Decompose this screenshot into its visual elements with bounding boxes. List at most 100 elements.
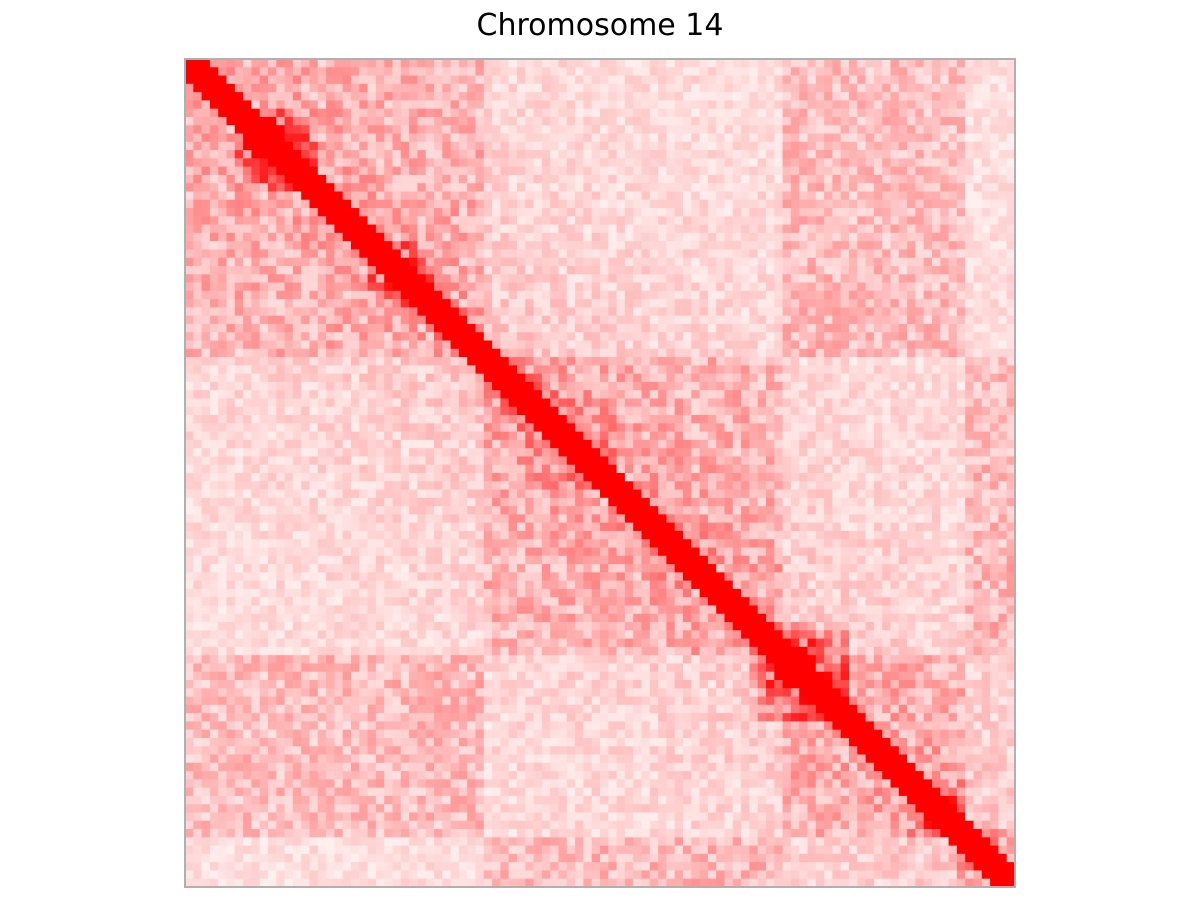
heatmap-cell (815, 299, 825, 308)
heatmap-cell (832, 431, 842, 441)
heatmap-cell (766, 191, 775, 201)
heatmap-cell (367, 183, 377, 192)
heatmap-cell (1006, 423, 1016, 432)
heatmap-cell (824, 431, 833, 441)
heatmap-cell (840, 415, 850, 424)
heatmap-cell (317, 431, 327, 441)
heatmap-cell (566, 365, 576, 375)
heatmap-cell (849, 423, 858, 432)
heatmap-cell (774, 315, 783, 325)
heatmap-cell (475, 232, 485, 242)
heatmap-cell (417, 83, 427, 93)
heatmap-cell (965, 75, 974, 85)
heatmap-cell (600, 232, 609, 242)
heatmap-cell (774, 108, 783, 118)
heatmap-cell (558, 323, 568, 333)
heatmap-cell (732, 448, 742, 457)
heatmap-cell (475, 67, 485, 76)
heatmap-cell (849, 199, 858, 209)
heatmap-cell (658, 315, 667, 325)
heatmap-cell (973, 315, 983, 325)
heatmap-cell (209, 92, 219, 101)
heatmap-cell (741, 75, 750, 85)
heatmap-cell (359, 299, 368, 308)
heatmap-cell (998, 381, 1008, 391)
heatmap-cell (417, 290, 427, 300)
heatmap-cell (782, 456, 792, 466)
heatmap-cell (575, 249, 584, 259)
heatmap-cell (932, 398, 941, 408)
heatmap-cell (409, 133, 418, 143)
heatmap-cell (475, 75, 485, 85)
heatmap-cell (550, 415, 559, 424)
heatmap-cell (475, 290, 485, 300)
heatmap-cell (434, 75, 443, 85)
heatmap-cell (600, 456, 609, 466)
heatmap-cell (359, 323, 368, 333)
heatmap-cell (732, 166, 742, 176)
heatmap-cell (450, 108, 460, 118)
heatmap-cell (500, 390, 510, 399)
heatmap-cell (600, 390, 609, 399)
heatmap-cell (948, 340, 958, 350)
heatmap-cell (990, 340, 999, 350)
heatmap-cell (716, 249, 725, 259)
heatmap-cell (301, 241, 310, 250)
heatmap-cell (882, 365, 891, 375)
heatmap-cell (591, 282, 601, 292)
heatmap-cell (434, 348, 443, 358)
heatmap-cell (541, 92, 551, 101)
heatmap-cell (185, 249, 194, 259)
heatmap-cell (475, 456, 485, 466)
heatmap-cell (956, 464, 966, 474)
heatmap-cell (965, 448, 974, 457)
heatmap-cell (467, 299, 476, 308)
heatmap-cell (890, 448, 900, 457)
heatmap-cell (417, 332, 427, 341)
heatmap-cell (915, 224, 925, 234)
heatmap-cell (517, 67, 526, 76)
heatmap-cell (268, 282, 277, 292)
heatmap-cell (649, 307, 659, 317)
heatmap-cell (226, 315, 236, 325)
heatmap-cell (990, 390, 999, 399)
heatmap-cell (276, 183, 285, 192)
heatmap-cell (865, 183, 875, 192)
heatmap-cell (342, 174, 352, 184)
heatmap-cell (409, 67, 418, 76)
heatmap-cell (583, 423, 593, 432)
heatmap-cell (815, 108, 825, 118)
heatmap-cell (649, 406, 659, 416)
heatmap-cell (384, 224, 393, 234)
heatmap-cell (873, 257, 883, 267)
heatmap-cell (508, 150, 518, 159)
heatmap-cell (500, 150, 510, 159)
heatmap-cell (209, 75, 219, 85)
heatmap-cell (550, 290, 559, 300)
heatmap-cell (508, 208, 518, 217)
heatmap-cell (292, 290, 302, 300)
heatmap-cell (608, 323, 617, 333)
heatmap-cell (342, 464, 352, 474)
heatmap-cell (641, 158, 651, 168)
heatmap-cell (301, 431, 310, 441)
heatmap-cell (292, 232, 302, 242)
heatmap-cell (691, 373, 700, 383)
heatmap-cell (732, 83, 742, 93)
heatmap-cell (815, 257, 825, 267)
heatmap-cell (193, 92, 202, 101)
heatmap-cell (243, 125, 252, 134)
heatmap-cell (500, 323, 510, 333)
heatmap-cell (766, 224, 775, 234)
heatmap-cell (301, 199, 310, 209)
heatmap-cell (309, 158, 319, 168)
heatmap-cell (575, 290, 584, 300)
heatmap-cell (940, 340, 949, 350)
heatmap-cell (840, 431, 850, 441)
heatmap-cell (923, 340, 933, 350)
heatmap-cell (550, 381, 559, 391)
heatmap-cell (284, 282, 294, 292)
heatmap-cell (442, 448, 451, 457)
heatmap-cell (409, 365, 418, 375)
heatmap-cell (317, 415, 327, 424)
